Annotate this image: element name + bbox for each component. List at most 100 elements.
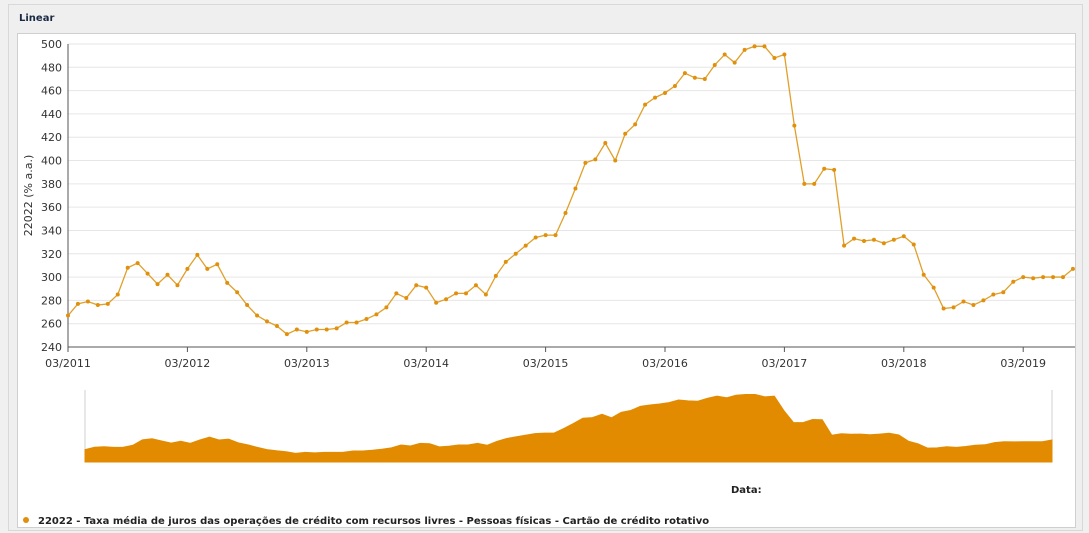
data-point [921, 272, 926, 277]
data-point [1031, 276, 1036, 281]
data-point [692, 75, 697, 80]
data-point [66, 313, 70, 318]
data-point [543, 233, 548, 238]
data-point [1021, 275, 1026, 280]
grid-lines [68, 43, 1075, 348]
data-point [941, 306, 946, 311]
y-tick-label: 360 [41, 201, 62, 214]
data-point [563, 210, 568, 215]
data-point [215, 262, 220, 267]
data-point [115, 292, 120, 297]
y-tick-label: 260 [41, 318, 62, 331]
data-point [991, 292, 996, 297]
data-point [593, 157, 598, 162]
data-point [245, 303, 250, 308]
data-point [1011, 279, 1016, 284]
data-point [165, 272, 170, 277]
data-point [653, 95, 658, 100]
data-point [623, 131, 628, 136]
chart-container: 240 260 280 300 320 340 360 380 400 420 440 460 480 5… [17, 33, 1076, 528]
x-tick-label: 03/2019 [1000, 357, 1046, 370]
data-point [464, 291, 468, 296]
data-point [852, 236, 857, 241]
data-point [394, 291, 399, 296]
data-point [772, 55, 777, 60]
data-point [782, 52, 787, 57]
data-point [891, 237, 896, 242]
panel-title: Linear [19, 13, 55, 24]
data-point [135, 261, 140, 266]
data-point [1051, 275, 1056, 280]
data-point [105, 301, 110, 306]
data-point [294, 327, 299, 332]
data-point [1001, 290, 1006, 295]
data-point [235, 290, 240, 295]
data-point [493, 273, 498, 278]
data-point [304, 329, 309, 334]
data-point [573, 186, 578, 191]
navigator-series-area [84, 394, 1053, 463]
y-axis-ticks: 240 260 280 300 320 340 360 380 400 420 440 460 480 5… [41, 38, 62, 354]
x-tick-label: 03/2011 [45, 357, 91, 370]
data-point [971, 303, 976, 308]
data-point [881, 241, 886, 246]
data-point [862, 238, 866, 243]
y-tick-label: 400 [41, 155, 62, 168]
y-tick-label: 420 [41, 131, 62, 144]
chart-panel: Linear 240 260 280 300 320 340 360 380 400 420 440… [8, 4, 1083, 531]
data-point [871, 237, 876, 242]
x-tick-label: 03/2018 [881, 357, 927, 370]
x-tick-label: 03/2015 [523, 357, 569, 370]
data-point [434, 300, 439, 305]
data-point [712, 62, 717, 67]
data-point [643, 102, 648, 107]
data-point [832, 167, 837, 172]
data-point [553, 233, 558, 238]
data-point [284, 332, 289, 337]
data-point [274, 324, 279, 329]
data-point [911, 242, 916, 247]
legend[interactable]: 22022 - Taxa média de juros das operaçõe… [23, 515, 709, 527]
series-line [67, 45, 1074, 335]
data-point [344, 320, 349, 325]
data-point [414, 283, 419, 288]
legend-marker [23, 517, 29, 523]
x-axis-ticks: 03/2011 03/2012 03/2013 03/2014 03/2015 03/20… [45, 347, 1046, 370]
data-point [175, 283, 180, 288]
data-point [444, 297, 449, 302]
data-point [901, 234, 906, 239]
data-point [951, 305, 956, 310]
data-point [842, 243, 847, 248]
y-tick-label: 380 [41, 178, 62, 191]
data-point [374, 312, 379, 317]
data-point [812, 181, 817, 186]
data-point [85, 299, 90, 304]
data-point [603, 141, 608, 146]
data-point [125, 265, 130, 270]
data-point [483, 292, 488, 297]
y-tick-label: 280 [41, 294, 62, 307]
data-point [75, 301, 80, 306]
data-point [533, 235, 538, 240]
data-point [613, 158, 618, 163]
data-point [802, 181, 807, 186]
data-point [752, 44, 757, 49]
data-point [722, 52, 727, 57]
data-point [672, 83, 677, 88]
data-point [513, 251, 518, 256]
data-point [742, 47, 747, 52]
data-point [185, 266, 190, 271]
data-point [354, 320, 359, 325]
data-point [1070, 266, 1075, 271]
data-point [663, 90, 667, 95]
y-tick-label: 340 [41, 224, 62, 237]
data-point [424, 285, 429, 290]
navigator-area[interactable] [84, 390, 1053, 463]
y-tick-label: 480 [41, 61, 62, 74]
x-tick-label: 03/2014 [403, 357, 449, 370]
data-point [334, 326, 339, 331]
data-point [762, 44, 767, 49]
y-tick-label: 500 [41, 38, 62, 51]
data-point [404, 296, 409, 301]
y-tick-label: 320 [41, 248, 62, 261]
